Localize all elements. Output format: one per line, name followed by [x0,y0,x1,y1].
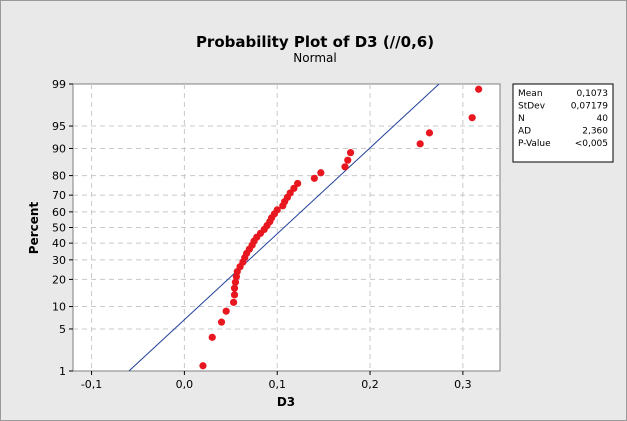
x-tick-label: 0,3 [454,378,472,391]
data-point [208,333,216,341]
fit-line-layer [128,84,440,371]
data-point [317,169,325,177]
data-point [425,129,434,137]
data-point [294,179,302,188]
x-axis-ticks: -0,1 0,0 0,1 0,2 0,3 [81,371,472,391]
data-point [290,184,298,192]
x-tick-label: 0,0 [176,378,194,391]
y-tick-label: 30 [52,254,66,267]
grid-layer [73,84,500,371]
legend-box: Mean 0,1073 StDev 0,07179 N 40 AD 2,360 P-Value <… [512,83,614,163]
data-point [346,149,355,157]
data-point [230,291,239,299]
data-point [199,362,207,370]
legend-value: 2,360 [582,127,608,137]
y-tick-label: 20 [52,273,66,286]
legend-border [512,83,614,163]
data-point [468,114,476,122]
y-tick-label: 40 [52,237,66,250]
y-tick-label: 70 [52,189,66,202]
legend-value: 40 [597,114,609,124]
y-tick-label: 10 [52,301,66,314]
legend-value: 0,07179 [571,102,608,112]
y-tick-label: 5 [59,323,66,336]
data-point [344,156,352,164]
chart-subtitle: Normal [293,51,336,65]
y-tick-label: 95 [52,120,66,133]
legend-label: StDev [518,102,546,112]
data-point [231,278,240,286]
x-axis-title: D3 [277,395,295,409]
x-tick-label: 0,1 [268,378,286,391]
chart-title: Probability Plot of D3 (//0,6) [196,33,434,51]
legend-label: Mean [518,89,543,99]
y-tick-label: 1 [59,365,66,378]
x-tick-label: 0,2 [361,378,379,391]
y-axis-title: Percent [27,202,41,255]
data-point [273,206,281,214]
y-axis-ticks: 1 5 10 20 30 40 50 60 70 80 90 95 99 [52,78,73,378]
y-tick-label: 80 [52,170,66,183]
y-tick-label: 50 [52,222,66,235]
data-point [310,174,318,182]
y-tick-label: 90 [52,142,66,155]
data-points-layer [199,85,483,370]
data-point [222,307,230,315]
data-point [229,298,238,306]
legend-value: 0,1073 [577,89,609,99]
legend-value: <0,005 [575,139,608,149]
data-point [217,318,226,326]
legend-label: N [518,114,525,124]
fit-line [128,84,440,371]
data-point [475,85,483,93]
y-tick-label: 60 [52,206,66,219]
data-point [341,163,349,171]
legend-label: P-Value [518,139,551,149]
data-point [416,140,424,148]
legend-label: AD [518,127,531,137]
x-tick-label: -0,1 [81,378,102,391]
data-point [230,284,239,292]
y-tick-label: 99 [52,78,66,91]
